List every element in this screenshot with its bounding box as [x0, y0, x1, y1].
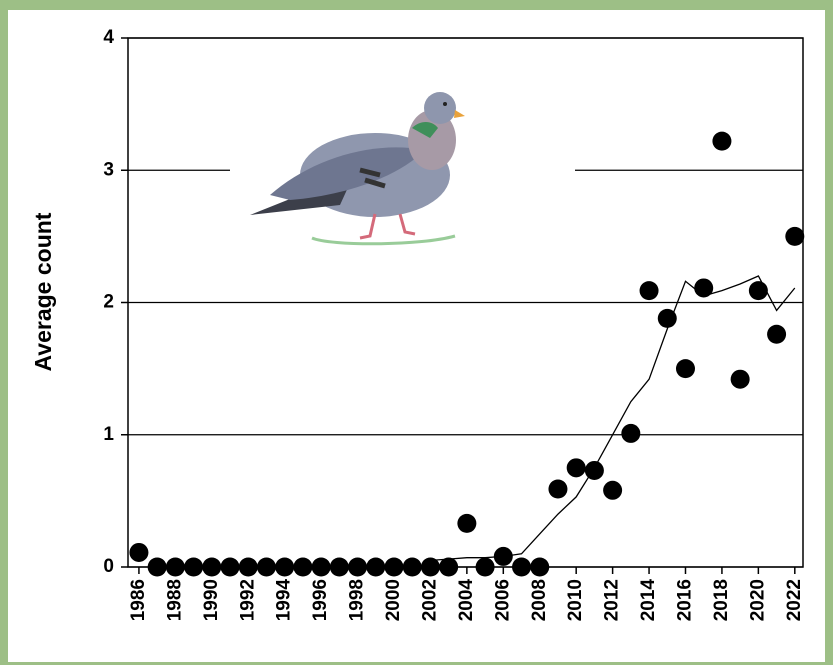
y-axis-label: Average count	[30, 212, 56, 371]
x-tick-label: 1986	[128, 579, 149, 621]
data-point	[785, 226, 805, 246]
x-tick-label: 1996	[310, 579, 331, 621]
x-tick-label: 2020	[747, 579, 768, 621]
bird-illustration	[230, 85, 575, 250]
data-point	[129, 542, 149, 562]
y-tick-label: 2	[103, 292, 114, 313]
x-tick-label: 2018	[711, 579, 732, 621]
x-tick-label: 2004	[456, 579, 477, 622]
x-tick-label: 2016	[675, 579, 696, 621]
x-tick-label: 2014	[638, 579, 659, 622]
data-point	[566, 458, 586, 478]
x-tick-label: 2010	[565, 579, 586, 621]
data-point	[621, 423, 641, 443]
x-tick-label: 1994	[274, 579, 295, 622]
data-point	[457, 513, 477, 533]
data-point	[657, 308, 677, 328]
x-tick-label: 1992	[237, 579, 258, 621]
data-point	[584, 460, 604, 480]
x-tick-label: 2008	[529, 579, 550, 621]
y-tick-label: 0	[103, 556, 114, 577]
data-point	[712, 131, 732, 151]
y-tick-label: 3	[103, 159, 114, 180]
x-tick-label: 2002	[419, 579, 440, 621]
data-point	[748, 281, 768, 301]
data-point	[767, 324, 787, 344]
x-tick-label: 2012	[602, 579, 623, 621]
trend-line	[430, 275, 796, 562]
y-tick-label: 4	[103, 27, 114, 48]
x-tick-label: 1988	[164, 579, 185, 621]
x-tick-label: 2006	[492, 579, 513, 621]
data-point	[730, 369, 750, 389]
x-tick-label: 2000	[383, 579, 404, 621]
data-point	[675, 359, 695, 379]
x-tick-label: 1998	[347, 579, 368, 621]
data-point	[603, 480, 623, 500]
data-point	[548, 479, 568, 499]
data-point	[639, 281, 659, 301]
x-tick-label: 1990	[201, 579, 222, 621]
x-tick-label: 2022	[784, 579, 805, 621]
y-tick-label: 1	[103, 424, 114, 445]
